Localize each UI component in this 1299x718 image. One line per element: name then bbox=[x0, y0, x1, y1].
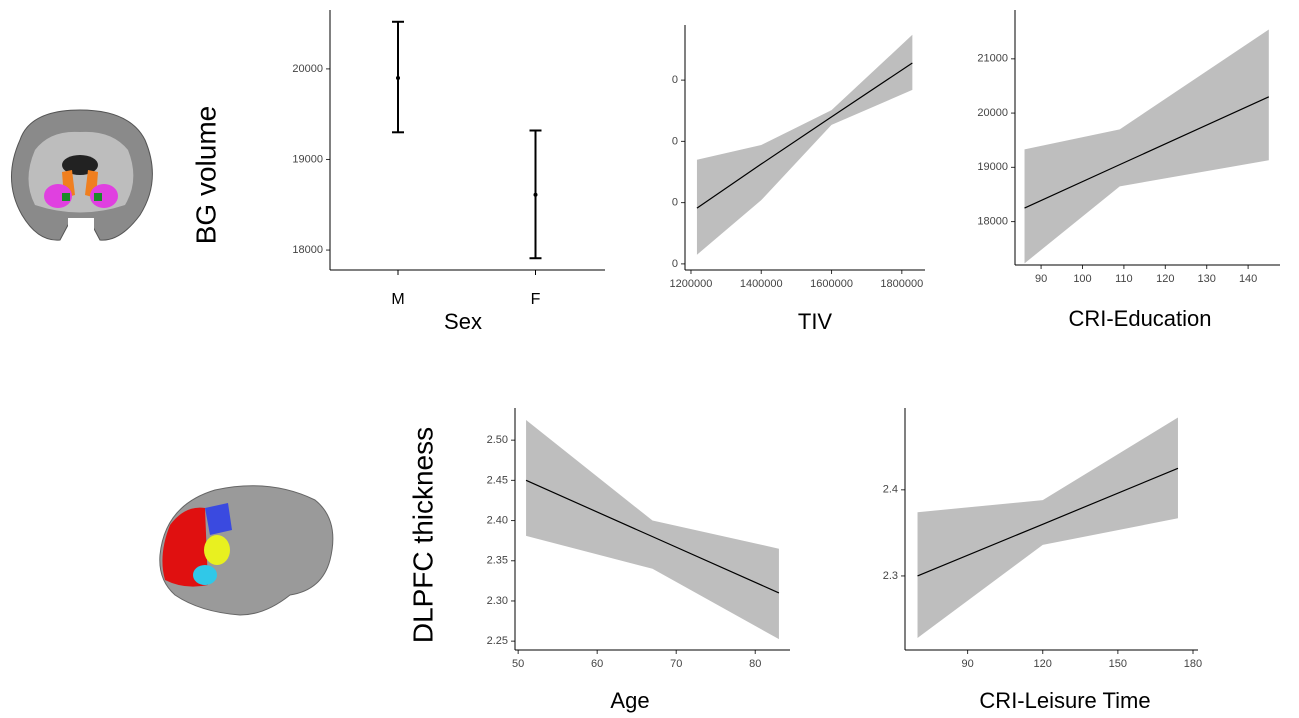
confidence-band bbox=[1024, 29, 1269, 264]
x-tick-label: 70 bbox=[670, 658, 682, 670]
point bbox=[533, 192, 538, 197]
x-tick-label: M bbox=[391, 291, 404, 308]
fit-line bbox=[917, 467, 1179, 577]
y-tick-label: 19000 bbox=[292, 153, 323, 165]
point bbox=[396, 75, 400, 80]
y-tick-label: 2.25 bbox=[487, 635, 508, 647]
y-tick-label: 2.45 bbox=[487, 474, 508, 486]
x-tick-label: 180 bbox=[1184, 658, 1202, 670]
x-tick-label: 90 bbox=[1035, 273, 1047, 285]
y-tick-label: 2.50 bbox=[487, 434, 508, 446]
x-tick-label: 60 bbox=[591, 658, 603, 670]
lateral-brain-image bbox=[159, 485, 334, 616]
x-tick-label: 50 bbox=[512, 658, 524, 670]
y-tick-label: 0 bbox=[672, 74, 678, 86]
x-tick-label: F bbox=[531, 291, 541, 308]
x-tick-label: 90 bbox=[961, 658, 973, 670]
y-tick-label: 19000 bbox=[977, 161, 1008, 173]
x-tick-label: 120 bbox=[1156, 273, 1174, 285]
x-tick-label: 1600000 bbox=[810, 278, 853, 290]
x-axis-label: Age bbox=[610, 688, 649, 713]
x-tick-label: 1400000 bbox=[740, 278, 783, 290]
x-tick-label: 110 bbox=[1115, 273, 1133, 285]
y-tick-label: 2.30 bbox=[487, 595, 508, 607]
y-tick-label: 0 bbox=[672, 197, 678, 209]
x-tick-label: 100 bbox=[1073, 273, 1091, 285]
y-tick-label: 20000 bbox=[292, 63, 323, 75]
confidence-band bbox=[526, 420, 779, 640]
x-axis-label: CRI-Education bbox=[1068, 306, 1211, 331]
y-tick-label: 2.35 bbox=[487, 555, 508, 567]
x-axis-label: TIV bbox=[798, 309, 833, 334]
confidence-band bbox=[917, 417, 1178, 638]
y-axis-label: DLPFC thickness bbox=[407, 427, 438, 643]
coronal-brain-image bbox=[11, 109, 153, 241]
y-tick-label: 0 bbox=[672, 135, 678, 147]
y-tick-label: 2.40 bbox=[487, 514, 508, 526]
fit-line bbox=[1024, 96, 1270, 209]
y-tick-label: 21000 bbox=[977, 53, 1008, 65]
y-axis-label: BG volume bbox=[190, 106, 221, 245]
x-tick-label: 130 bbox=[1198, 273, 1216, 285]
y-tick-label: 18000 bbox=[977, 216, 1008, 228]
x-tick-label: 140 bbox=[1239, 273, 1257, 285]
y-tick-label: 0 bbox=[672, 258, 678, 270]
y-tick-label: 2.3 bbox=[883, 570, 898, 582]
fit-line bbox=[525, 479, 780, 594]
x-axis-label: CRI-Leisure Time bbox=[979, 688, 1150, 713]
x-tick-label: 1200000 bbox=[670, 278, 713, 290]
y-tick-label: 2.4 bbox=[883, 484, 898, 496]
x-tick-label: 80 bbox=[749, 658, 761, 670]
y-tick-label: 18000 bbox=[292, 244, 323, 256]
y-tick-label: 20000 bbox=[977, 107, 1008, 119]
confidence-band bbox=[696, 34, 913, 255]
x-tick-label: 120 bbox=[1034, 658, 1052, 670]
x-tick-label: 150 bbox=[1109, 658, 1127, 670]
x-axis-label: Sex bbox=[444, 309, 482, 334]
fit-line bbox=[696, 62, 913, 209]
x-tick-label: 1800000 bbox=[880, 278, 923, 290]
